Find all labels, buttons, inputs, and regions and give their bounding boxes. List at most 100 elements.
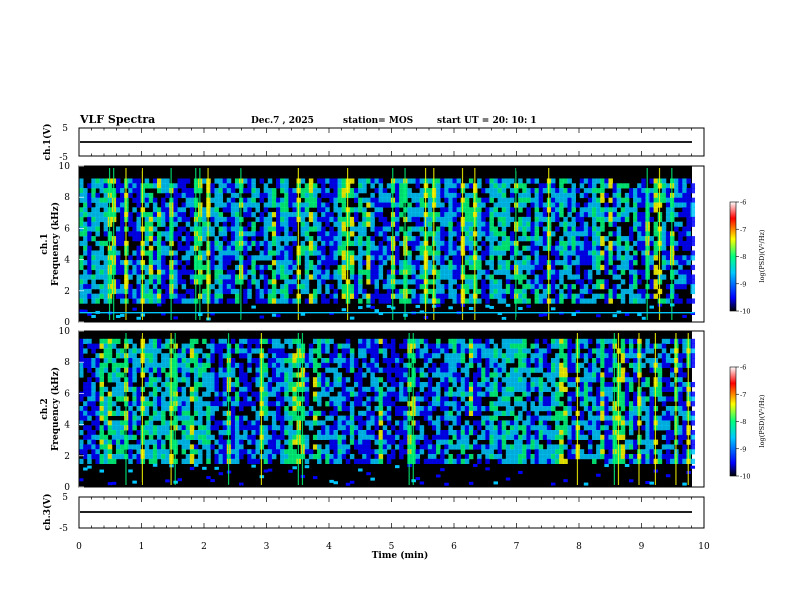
spectrogram-cell (464, 274, 470, 280)
spectrogram-cell (501, 183, 507, 189)
spectrogram-cell (317, 269, 322, 275)
spectrogram-cell (456, 226, 462, 232)
spectrogram-cell (579, 178, 585, 184)
spectrogram-cell (411, 260, 416, 266)
spectrogram-cell (263, 338, 269, 344)
spectrogram-cell (448, 377, 453, 383)
spectrogram-cell (120, 396, 125, 402)
spectrogram-cell (419, 410, 425, 416)
spectrogram-cell (427, 391, 433, 397)
spectrogram-cell (534, 212, 540, 218)
spectrogram-cell (243, 202, 248, 208)
spectrogram-cell (284, 377, 289, 383)
spectrogram-cell (497, 245, 503, 251)
spectrogram-cell (620, 269, 626, 275)
spectrogram-cell (87, 454, 92, 460)
spectrogram-cell (567, 212, 572, 218)
spectrogram-cell (79, 439, 84, 445)
spectrogram-cell (489, 192, 494, 199)
spectrogram-cell (386, 454, 392, 460)
spectrogram-cell (247, 284, 252, 290)
spectrogram-cell (427, 382, 433, 388)
spectrogram-cell (395, 216, 400, 223)
spectrogram-cell (489, 188, 494, 194)
spectrogram-cell (362, 434, 367, 440)
spectrogram-cell (95, 284, 100, 290)
spectrogram-cell (95, 192, 100, 199)
spectrogram-cell (185, 458, 191, 464)
spectrogram-cell (152, 444, 158, 450)
spectrogram-cell (79, 188, 84, 194)
spectrogram-cell (255, 231, 260, 237)
spectrogram-cell (353, 362, 359, 368)
spectrogram-cell (415, 434, 421, 440)
spectrogram-cell (329, 454, 334, 460)
spectrogram-cell (148, 183, 154, 189)
spectrogram-cell (341, 192, 347, 199)
spectrogram-cell (341, 284, 347, 290)
spectrogram-spike (424, 168, 427, 320)
spectrogram-cell (185, 188, 191, 194)
spectrogram-cell (489, 274, 494, 280)
spectrogram-cell (674, 226, 679, 232)
spectrogram-cell (583, 226, 589, 232)
spectrogram-cell (378, 178, 384, 184)
spectrogram-cell (436, 386, 441, 392)
spectrogram-cell (292, 458, 297, 464)
spectrogram-cell (419, 279, 425, 285)
spectrogram-cell (198, 406, 203, 412)
spectrogram-cell (341, 188, 347, 194)
spectrogram-cell (226, 240, 232, 247)
spectrogram-cell (489, 178, 494, 184)
spectrogram-cell (321, 362, 326, 368)
spectrogram-cell (419, 221, 425, 227)
spectrogram-cell (452, 255, 457, 261)
spectrogram-cell (555, 255, 560, 261)
spectrogram-cell (234, 192, 240, 199)
spectrogram-cell (115, 348, 121, 354)
spectrogram-cell (288, 284, 293, 290)
spectrogram-cell (674, 183, 679, 189)
spectrogram-cell (210, 377, 215, 383)
spectrogram-cell (386, 236, 392, 242)
spectrogram-cell (481, 212, 486, 218)
spectrogram-cell (144, 406, 150, 412)
spectrogram-cell (555, 293, 560, 299)
spectrogram-cell (612, 245, 618, 251)
spectrogram-cell (559, 240, 564, 247)
spectrogram-cell (612, 192, 618, 199)
spectrogram-cell (144, 236, 150, 242)
spectrogram-cell (444, 216, 449, 223)
spectrogram-cell (448, 188, 453, 194)
spectrogram-cell (263, 226, 269, 232)
spectrogram-cell (132, 269, 137, 275)
spectrogram-cell (152, 353, 158, 359)
spectrogram-cell (448, 430, 453, 436)
spectrogram-cell (156, 288, 162, 295)
spectrogram-cell (370, 293, 375, 299)
spectrogram-cell (419, 298, 425, 304)
spectrogram-cell (230, 188, 236, 194)
spectrogram-cell (427, 269, 433, 275)
spectrogram-cell (210, 358, 215, 364)
spectrogram-cell (321, 372, 326, 378)
spectrogram-cell (407, 207, 412, 213)
spectrogram-cell (136, 255, 141, 261)
spectrogram-cell (173, 260, 178, 266)
spectrogram-cell (255, 348, 260, 354)
spectrogram-cell (304, 192, 310, 199)
spectrogram-cell (136, 454, 141, 460)
spectrogram-cell (308, 245, 314, 251)
spectrogram-spike (108, 168, 111, 320)
spectrogram-cell (214, 212, 219, 218)
spectrogram-cell (165, 245, 170, 251)
spectrogram-cell (358, 231, 363, 237)
spectrogram-cell (132, 231, 137, 237)
spectrogram-cell (624, 183, 630, 189)
spectrogram-cell (481, 221, 486, 227)
spectrogram-spike (671, 168, 673, 320)
spectrogram-cell (583, 188, 589, 194)
spectrogram-cell (312, 377, 318, 383)
spectrogram-cell (612, 202, 618, 208)
spectrogram-cell (604, 260, 609, 266)
